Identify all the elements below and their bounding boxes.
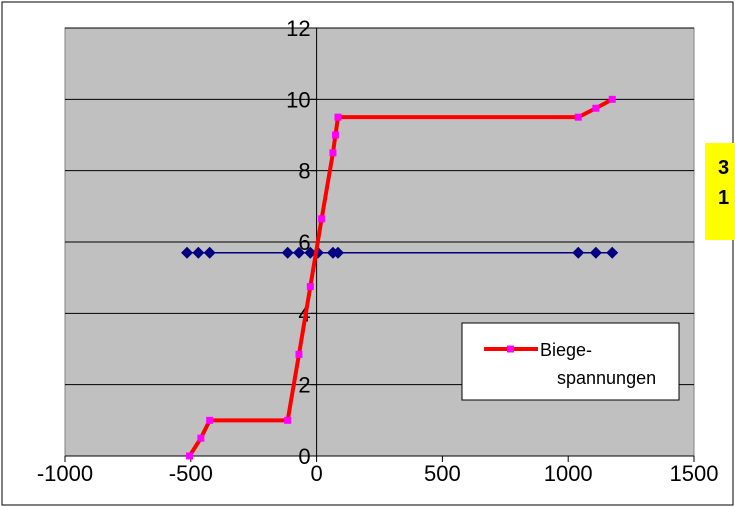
data-point-diamond xyxy=(192,246,205,259)
legend-label: spannungen xyxy=(557,368,656,388)
legend: Biege- spannungen xyxy=(461,322,680,401)
data-point-diamond xyxy=(181,246,194,259)
x-axis-ticks: -1000 -500 0 500 1000 1500 xyxy=(37,456,719,486)
data-point-square xyxy=(608,95,616,103)
data-point-square xyxy=(318,215,326,223)
note-text: 1 xyxy=(718,187,730,209)
data-point-diamond xyxy=(606,246,619,259)
data-point-diamond xyxy=(304,246,317,259)
y-tick-label: 6 xyxy=(298,230,310,255)
data-point-square xyxy=(331,131,339,139)
data-point-square xyxy=(295,350,303,358)
data-point-square xyxy=(197,434,205,442)
x-tick-label: -1000 xyxy=(37,461,93,486)
y-tick-label: 12 xyxy=(286,16,310,41)
data-point-square xyxy=(329,149,337,157)
note-text: 3 xyxy=(718,157,730,179)
highlighted-note: 3 1 xyxy=(705,143,735,240)
series-layer xyxy=(181,95,619,460)
data-point-square xyxy=(334,113,342,121)
data-point-diamond xyxy=(331,246,344,259)
data-point-diamond xyxy=(281,246,294,259)
legend-box xyxy=(461,322,680,401)
y-tick-label: 8 xyxy=(298,159,310,184)
data-point-square xyxy=(186,452,194,460)
legend-label: Biege- xyxy=(540,340,592,360)
y-tick-label: 10 xyxy=(286,87,310,112)
data-point-square xyxy=(306,283,314,291)
x-tick-label: 1000 xyxy=(544,461,593,486)
data-point-square xyxy=(284,416,292,424)
y-tick-label: 0 xyxy=(298,444,310,469)
gridlines xyxy=(65,27,694,386)
data-point-diamond xyxy=(589,246,602,259)
data-point-square xyxy=(592,104,600,112)
data-point-diamond xyxy=(572,246,585,259)
legend-swatch-marker xyxy=(507,345,514,353)
data-point-square xyxy=(206,416,214,424)
x-tick-label: 1500 xyxy=(670,461,719,486)
x-tick-label: 0 xyxy=(310,461,322,486)
x-tick-label: 500 xyxy=(424,461,461,486)
data-point-diamond xyxy=(292,246,305,259)
x-tick-label: -500 xyxy=(169,461,213,486)
data-point-diamond xyxy=(203,246,216,259)
y-tick-label: 2 xyxy=(298,373,310,398)
data-point-square xyxy=(574,113,582,121)
